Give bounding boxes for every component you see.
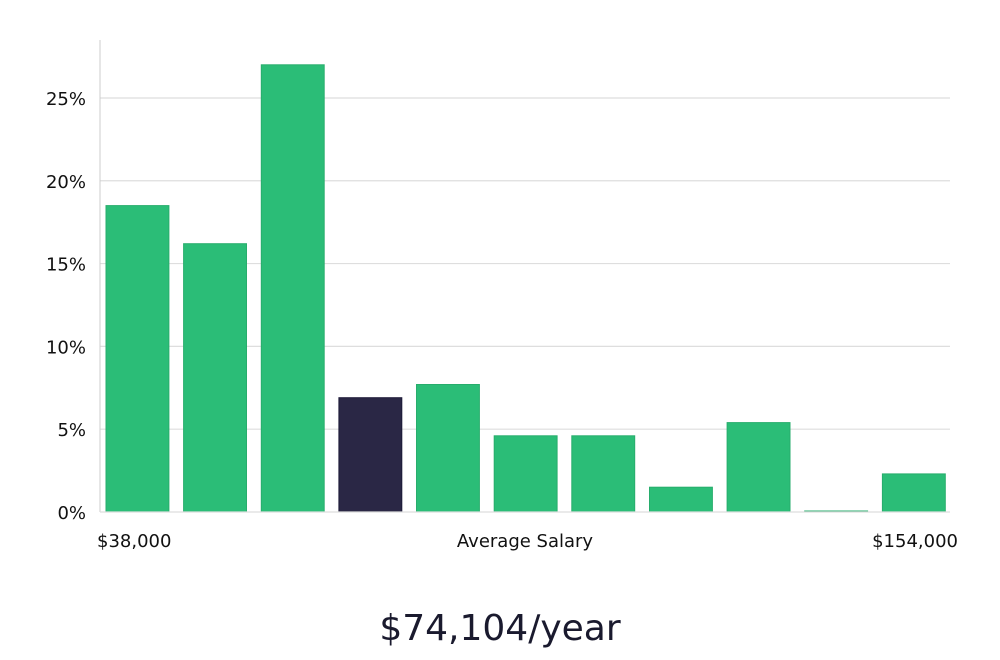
y-tick-label: 0%	[57, 503, 86, 524]
x-min-label: $38,000	[97, 531, 171, 552]
bar	[649, 486, 713, 513]
bar	[105, 205, 170, 513]
average-salary-value: $74,104/year	[379, 608, 621, 649]
y-tick-label: 10%	[46, 337, 86, 358]
bar	[493, 435, 558, 513]
x-axis-title: Average Salary	[457, 531, 594, 552]
y-tick-label: 15%	[46, 255, 86, 276]
bar	[260, 64, 325, 513]
x-max-label: $154,000	[872, 531, 958, 552]
bar	[183, 243, 248, 513]
bar	[416, 384, 480, 513]
y-tick-label: 5%	[57, 420, 86, 441]
bar	[726, 422, 791, 513]
y-tick-label: 25%	[46, 89, 86, 110]
chart-canvas: 0% 5% 10% 15% 20% 25% $38,000 Average Salary $15…	[46, 40, 958, 552]
y-tick-label: 20%	[46, 172, 86, 193]
bar	[571, 435, 636, 513]
bar	[881, 473, 946, 513]
bar-highlight	[338, 397, 403, 513]
